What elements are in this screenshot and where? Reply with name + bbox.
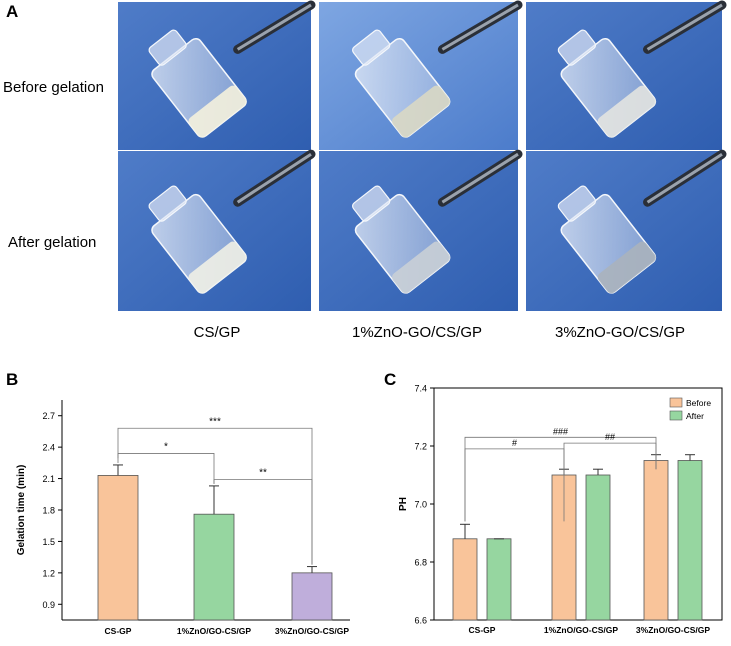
- x-tick-label-0: CS-GP: [469, 625, 496, 635]
- vial: [148, 185, 247, 294]
- significance-bracket-2: [213, 479, 313, 565]
- vial-neck: [148, 185, 187, 222]
- significance-bracket-1: [464, 448, 565, 522]
- gelation-time-chart: 0.9 1.2 1.5 1.8 2.1 2.4 2.7 Gelation time (min)…: [16, 400, 350, 636]
- ph-chart: 6.6 6.8 7.0 7.2 7.4 PH CS-GP 1%ZnO/GO-CS/GP 3%Zn…: [398, 384, 723, 635]
- significance-label-1: *: [164, 441, 168, 452]
- significance-bracket-1: [117, 453, 215, 484]
- y-tick-label-4: 2.1: [42, 474, 55, 484]
- vial-photo-r2-c3: [526, 149, 727, 311]
- legend-swatch-after: [669, 410, 683, 421]
- legend-swatch-before: [669, 397, 683, 408]
- y-tick-label-1: 6.8: [414, 558, 427, 568]
- x-tick-label-2: 3%ZnO/GO-CS/GP: [275, 626, 349, 636]
- vial-neck: [557, 185, 597, 222]
- vial-neck: [148, 29, 187, 66]
- row-label-before: Before gelation: [3, 79, 104, 96]
- vial-liquid: [597, 85, 656, 138]
- column-label-3pct: 3%ZnO-GO/CS/GP: [554, 324, 686, 341]
- vial-photo-r2-c1: [118, 149, 316, 311]
- bar-before-0: [452, 538, 478, 621]
- y-tick-label-0: 0.9: [42, 600, 55, 610]
- significance-label-2: **: [259, 468, 267, 479]
- significance-label-2: ##: [605, 432, 615, 442]
- y-axis-label: Gelation time (min): [16, 465, 27, 556]
- vial-photo-r1-c2: [319, 0, 523, 150]
- vial-liquid: [188, 241, 247, 294]
- bar-after-0: [486, 538, 512, 621]
- panel-a-letter: A: [6, 2, 19, 21]
- y-tick-label-1: 1.2: [42, 568, 55, 578]
- vial: [352, 185, 451, 294]
- bar-1: [193, 513, 235, 621]
- significance-label-0: ###: [553, 426, 568, 436]
- vial-photo-r2-c2: [319, 149, 523, 311]
- tweezers-highlight: [236, 152, 312, 204]
- vial-liquid: [392, 241, 451, 294]
- y-tick-label-0: 6.6: [414, 616, 427, 626]
- significance-bracket-2: [563, 442, 657, 522]
- column-label-cs-gp: CS/GP: [193, 324, 241, 341]
- vial-liquid: [188, 85, 247, 138]
- x-tick-label-0: CS-GP: [105, 626, 132, 636]
- tweezers-highlight: [236, 3, 312, 51]
- significance-label-0: ***: [209, 416, 221, 427]
- vial: [557, 185, 657, 294]
- tweezers-highlight: [441, 152, 519, 204]
- row-label-after: After gelation: [8, 234, 97, 251]
- panel-c-letter: C: [384, 370, 397, 389]
- y-axis-label: PH: [398, 497, 409, 511]
- vial-photo-r1-c3: [526, 0, 727, 150]
- vial: [557, 29, 657, 138]
- bar-2: [291, 572, 333, 621]
- tweezers-highlight: [646, 3, 723, 51]
- y-tick-label-3: 1.8: [42, 506, 55, 516]
- y-tick-label-2: 1.5: [42, 537, 55, 547]
- significance-label-1: #: [512, 438, 517, 448]
- x-tick-label-1: 1%ZnO/GO-CS/GP: [544, 625, 618, 635]
- y-tick-label-2: 7.0: [414, 500, 427, 510]
- vial: [148, 29, 247, 138]
- y-tick-label-6: 2.7: [42, 411, 55, 421]
- legend-label-after: After: [686, 411, 704, 421]
- bar-after-2: [677, 460, 703, 621]
- y-tick-label-4: 7.4: [414, 384, 427, 394]
- legend-label-before: Before: [686, 398, 711, 408]
- panel-b-letter: B: [6, 370, 19, 389]
- vial: [352, 29, 451, 138]
- tweezers-highlight: [441, 3, 519, 51]
- y-tick-label-5: 2.4: [42, 443, 55, 453]
- tweezers-highlight: [646, 152, 723, 204]
- vial-liquid: [597, 241, 656, 294]
- bar-before-2: [643, 460, 669, 621]
- column-label-1pct: 1%ZnO-GO/CS/GP: [351, 324, 483, 341]
- x-tick-label-2: 3%ZnO/GO-CS/GP: [636, 625, 710, 635]
- vial-liquid: [392, 85, 451, 138]
- vial-photo-grid: [118, 0, 727, 311]
- x-tick-label-1: 1%ZnO/GO-CS/GP: [177, 626, 251, 636]
- vial-photo-r1-c1: [118, 0, 316, 150]
- vial-neck: [557, 29, 597, 66]
- vial-neck: [352, 185, 391, 222]
- vial-neck: [352, 29, 391, 66]
- bar-after-1: [585, 474, 611, 621]
- y-tick-label-3: 7.2: [414, 442, 427, 452]
- bar-0: [97, 475, 139, 621]
